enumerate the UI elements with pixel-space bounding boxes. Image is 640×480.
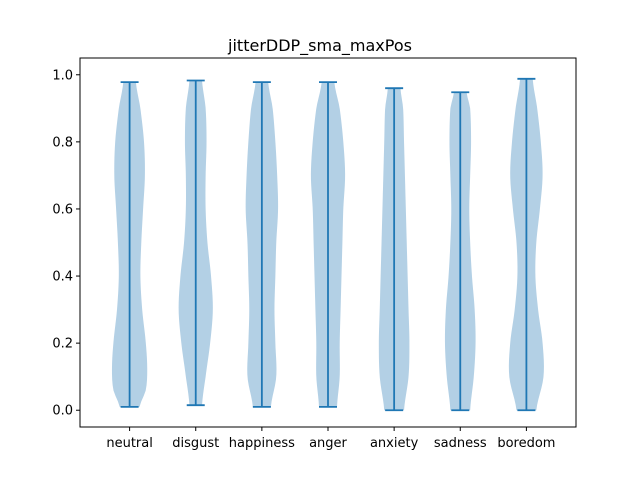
x-tick-label-anxiety: anxiety: [370, 436, 419, 451]
x-tick-label-happiness: happiness: [229, 436, 295, 451]
x-tick-label-disgust: disgust: [172, 436, 219, 451]
y-tick-label-0: 0.0: [52, 404, 73, 419]
y-tick-label-1: 0.2: [52, 337, 73, 352]
x-tick-label-anger: anger: [309, 436, 347, 451]
x-tick-label-boredom: boredom: [497, 436, 555, 451]
y-tick-label-3: 0.6: [52, 202, 73, 217]
y-tick-label-5: 1.0: [52, 68, 73, 83]
y-tick-label-2: 0.4: [52, 270, 73, 285]
y-tick-label-4: 0.8: [52, 135, 73, 150]
x-tick-label-neutral: neutral: [106, 436, 153, 451]
axes-frame: [79, 57, 577, 428]
x-tick-label-sadness: sadness: [434, 436, 487, 451]
chart-title: jitterDDP_sma_maxPos: [227, 36, 412, 56]
plot-area: 0.0 0.2 0.4 0.6 0.8 1.0 neutral disgust happines…: [52, 68, 555, 451]
